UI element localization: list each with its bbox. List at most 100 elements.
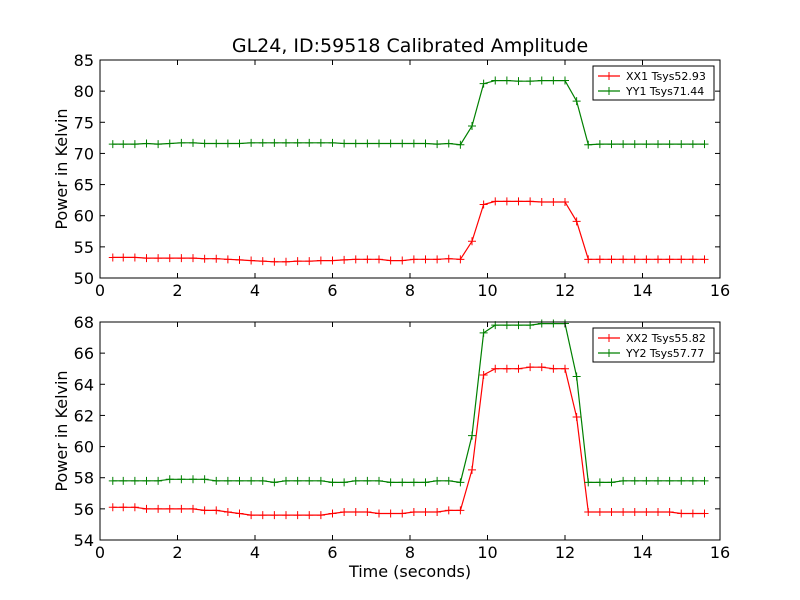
legend-swatch-marker xyxy=(605,334,613,342)
data-point xyxy=(595,507,604,516)
data-point xyxy=(456,140,465,149)
data-point xyxy=(177,138,186,147)
data-point xyxy=(444,476,453,485)
data-point xyxy=(386,478,395,487)
data-point xyxy=(165,254,174,263)
data-point xyxy=(293,476,302,485)
data-point xyxy=(433,476,442,485)
data-point xyxy=(444,506,453,515)
data-point xyxy=(572,372,581,381)
series-line xyxy=(112,200,705,263)
data-point xyxy=(665,507,674,516)
data-point xyxy=(514,364,523,373)
data-point xyxy=(363,476,372,485)
data-point xyxy=(316,138,325,147)
data-point xyxy=(654,255,662,264)
legend-entry-label: XX2 Tsys55.82 xyxy=(626,332,706,345)
data-point xyxy=(700,255,709,264)
data-point xyxy=(247,476,256,485)
data-point xyxy=(444,139,453,148)
data-point xyxy=(665,476,674,485)
legend-box xyxy=(592,327,715,363)
data-point xyxy=(316,476,325,485)
data-point xyxy=(479,79,488,88)
x-tick-label: 16 xyxy=(710,281,730,300)
data-point xyxy=(282,257,290,266)
data-point xyxy=(142,254,151,263)
data-point xyxy=(677,255,686,264)
y-tick-label: 55 xyxy=(74,238,94,257)
data-point xyxy=(468,122,476,131)
data-point xyxy=(258,138,267,147)
y-tick-label: 56 xyxy=(74,500,94,519)
data-point xyxy=(607,255,616,264)
data-point xyxy=(642,140,651,149)
data-point xyxy=(607,478,616,487)
data-point xyxy=(282,511,290,520)
y-tick-label: 60 xyxy=(74,207,94,226)
data-point xyxy=(212,476,221,485)
data-point xyxy=(340,478,349,487)
data-point xyxy=(409,139,418,148)
data-point xyxy=(165,504,174,513)
data-point xyxy=(375,476,383,485)
x-tick-label: 4 xyxy=(250,281,260,300)
legend-entry-label: XX1 Tsys52.93 xyxy=(626,70,706,83)
data-point xyxy=(200,506,209,515)
panel-1: 0 2 4 6 8 10 12 14 16 50 55 60 65 70 75 80 85 Power in Ke… xyxy=(52,51,730,300)
y-tick-label: 70 xyxy=(74,144,94,163)
data-point xyxy=(200,254,209,263)
data-point xyxy=(351,255,360,264)
data-point xyxy=(130,503,139,512)
data-point xyxy=(526,197,535,206)
data-point xyxy=(433,140,442,149)
data-point xyxy=(677,476,686,485)
data-point xyxy=(630,140,639,149)
data-point xyxy=(386,256,395,265)
data-point xyxy=(142,476,151,485)
data-point xyxy=(142,504,151,513)
x-tick-label: 10 xyxy=(477,543,497,562)
data-point xyxy=(398,139,407,148)
data-point xyxy=(293,138,302,147)
data-point xyxy=(549,364,558,373)
data-point xyxy=(235,255,244,264)
data-point xyxy=(607,140,616,149)
data-point xyxy=(305,138,314,147)
data-point xyxy=(456,506,465,515)
data-point xyxy=(270,138,279,147)
data-point xyxy=(444,254,453,263)
data-point xyxy=(119,253,128,262)
data-point xyxy=(502,76,511,85)
data-point xyxy=(247,511,256,520)
data-point xyxy=(595,478,604,487)
data-point xyxy=(189,254,197,263)
series-line xyxy=(112,323,705,484)
data-point xyxy=(630,476,639,485)
data-point xyxy=(468,431,476,440)
data-point xyxy=(177,504,186,513)
data-point xyxy=(328,509,337,518)
data-point xyxy=(584,507,593,516)
data-point xyxy=(514,77,523,86)
data-point xyxy=(212,506,221,515)
x-tick-label: 10 xyxy=(477,281,497,300)
data-point xyxy=(514,197,523,206)
data-point xyxy=(130,140,139,149)
data-point xyxy=(584,255,593,264)
data-point xyxy=(247,138,256,147)
data-point xyxy=(572,217,581,226)
data-point xyxy=(584,478,593,487)
data-point xyxy=(328,138,337,147)
data-point xyxy=(375,139,383,148)
data-point xyxy=(479,200,488,209)
chart-title: GL24, ID:59518 Calibrated Amplitude xyxy=(232,35,588,57)
data-point xyxy=(340,507,349,516)
data-point xyxy=(305,257,314,266)
data-point xyxy=(351,507,360,516)
series-line xyxy=(112,79,705,146)
data-point xyxy=(363,255,372,264)
data-point xyxy=(409,255,418,264)
data-point xyxy=(456,478,465,487)
